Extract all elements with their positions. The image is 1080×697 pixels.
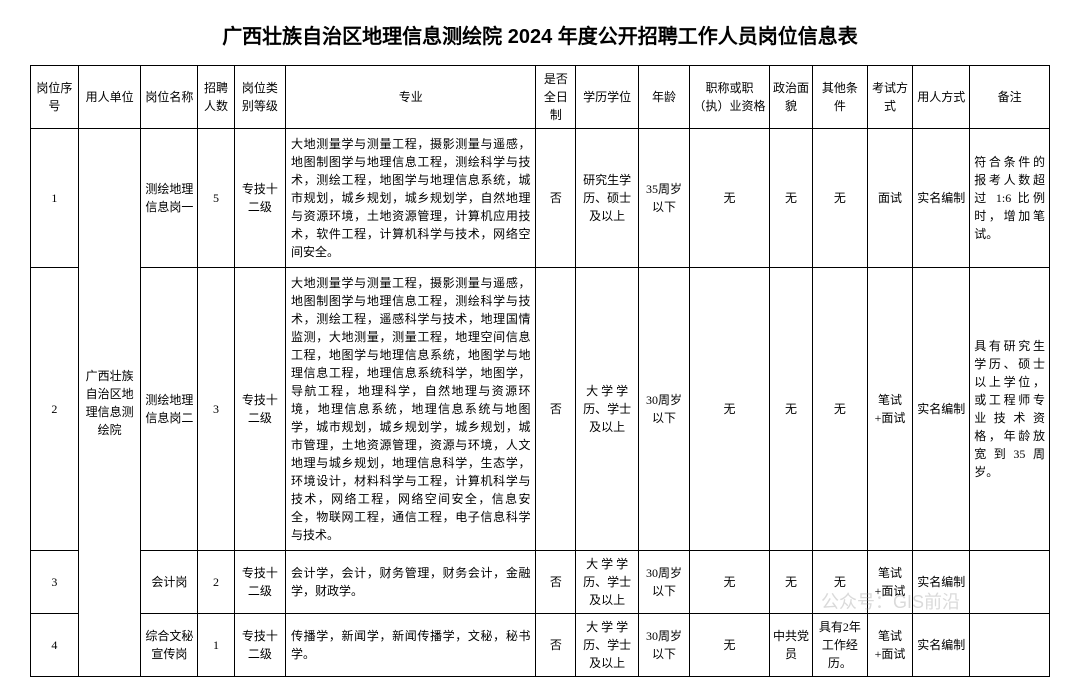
col-employ: 用人方式: [913, 66, 970, 129]
col-note: 备注: [970, 66, 1050, 129]
cell-education: 大 学 学历、学士及以上: [576, 268, 639, 551]
col-position: 岗位名称: [141, 66, 198, 129]
cell-cert: 无: [690, 614, 770, 677]
table-row: 4 综合文秘宣传岗1专技十二级传播学，新闻学，新闻传播学，文秘，秘书学。否大 学 …: [31, 614, 1050, 677]
cell-age: 30周岁以下: [638, 551, 689, 614]
col-major: 专业: [286, 66, 536, 129]
table-row: 1广西壮族自治区地理信息测绘院测绘地理信息岗一5专技十二级大地测量学与测量工程，…: [31, 129, 1050, 268]
cell-exam: 笔试+面试: [867, 551, 913, 614]
col-level: 岗位类别等级: [234, 66, 285, 129]
cell-employ: 实名编制: [913, 551, 970, 614]
cell-level: 专技十二级: [234, 129, 285, 268]
page-title: 广西壮族自治区地理信息测绘院 2024 年度公开招聘工作人员岗位信息表: [30, 20, 1050, 49]
cell-age: 35周岁以下: [638, 129, 689, 268]
cell-major: 大地测量学与测量工程，摄影测量与遥感，地图制图学与地理信息工程，测绘科学与技术，…: [286, 268, 536, 551]
cell-cert: 无: [690, 129, 770, 268]
cell-level: 专技十二级: [234, 551, 285, 614]
cell-other: 无: [813, 551, 868, 614]
cell-count: 3: [198, 268, 234, 551]
cell-note: [970, 551, 1050, 614]
cell-employ: 实名编制: [913, 129, 970, 268]
cell-seq: 3: [31, 551, 79, 614]
cell-note: [970, 614, 1050, 677]
table-row: 3 会计岗2专技十二级会计学，会计，财务管理，财务会计，金融学，财政学。否大 学 …: [31, 551, 1050, 614]
col-count: 招聘人数: [198, 66, 234, 129]
cell-seq: 2: [31, 268, 79, 551]
cell-politics: 无: [769, 268, 812, 551]
cell-major: 大地测量学与测量工程，摄影测量与遥感，地图制图学与地理信息工程，测绘科学与技术，…: [286, 129, 536, 268]
col-fulltime: 是否全日制: [536, 66, 576, 129]
cell-count: 5: [198, 129, 234, 268]
cell-fulltime: 否: [536, 129, 576, 268]
cell-major: 传播学，新闻学，新闻传播学，文秘，秘书学。: [286, 614, 536, 677]
cell-count: 1: [198, 614, 234, 677]
cell-education: 大 学 学历、学士及以上: [576, 614, 639, 677]
col-other: 其他条件: [813, 66, 868, 129]
cell-note: 符合条件的报考人数超过 1:6 比例时，增加笔试。: [970, 129, 1050, 268]
cell-count: 2: [198, 551, 234, 614]
cell-position: 测绘地理信息岗二: [141, 268, 198, 551]
col-age: 年龄: [638, 66, 689, 129]
cell-major: 会计学，会计，财务管理，财务会计，金融学，财政学。: [286, 551, 536, 614]
cell-politics: 无: [769, 551, 812, 614]
cell-fulltime: 否: [536, 551, 576, 614]
cell-cert: 无: [690, 268, 770, 551]
cell-employ: 实名编制: [913, 268, 970, 551]
table-header-row: 岗位序号 用人单位 岗位名称 招聘人数 岗位类别等级 专业 是否全日制 学历学位…: [31, 66, 1050, 129]
col-cert: 职称或职（执）业资格: [690, 66, 770, 129]
cell-other: 无: [813, 129, 868, 268]
cell-age: 30周岁以下: [638, 268, 689, 551]
cell-position: 会计岗: [141, 551, 198, 614]
cell-other: 无: [813, 268, 868, 551]
cell-exam: 笔试+面试: [867, 614, 913, 677]
cell-seq: 4: [31, 614, 79, 677]
cell-level: 专技十二级: [234, 268, 285, 551]
cell-exam: 面试: [867, 129, 913, 268]
cell-politics: 无: [769, 129, 812, 268]
cell-politics: 中共党员: [769, 614, 812, 677]
col-seq: 岗位序号: [31, 66, 79, 129]
cell-level: 专技十二级: [234, 614, 285, 677]
cell-seq: 1: [31, 129, 79, 268]
cell-employ: 实名编制: [913, 614, 970, 677]
col-exam: 考试方式: [867, 66, 913, 129]
col-politics: 政治面貌: [769, 66, 812, 129]
cell-age: 30周岁以下: [638, 614, 689, 677]
cell-fulltime: 否: [536, 614, 576, 677]
cell-position: 测绘地理信息岗一: [141, 129, 198, 268]
cell-education: 大 学 学历、学士及以上: [576, 551, 639, 614]
cell-exam: 笔试+面试: [867, 268, 913, 551]
cell-position: 综合文秘宣传岗: [141, 614, 198, 677]
cell-other: 具有2年工作经历。: [813, 614, 868, 677]
table-row: 2 测绘地理信息岗二3专技十二级大地测量学与测量工程，摄影测量与遥感，地图制图学与…: [31, 268, 1050, 551]
col-unit: 用人单位: [78, 66, 141, 129]
cell-note: 具有研究生学历、硕士以上学位，或工程师专业技术资格，年龄放宽到35周岁。: [970, 268, 1050, 551]
job-table: 岗位序号 用人单位 岗位名称 招聘人数 岗位类别等级 专业 是否全日制 学历学位…: [30, 65, 1050, 677]
cell-fulltime: 否: [536, 268, 576, 551]
cell-cert: 无: [690, 551, 770, 614]
cell-education: 研究生学历、硕士及以上: [576, 129, 639, 268]
col-education: 学历学位: [576, 66, 639, 129]
cell-unit: 广西壮族自治区地理信息测绘院: [78, 129, 141, 677]
